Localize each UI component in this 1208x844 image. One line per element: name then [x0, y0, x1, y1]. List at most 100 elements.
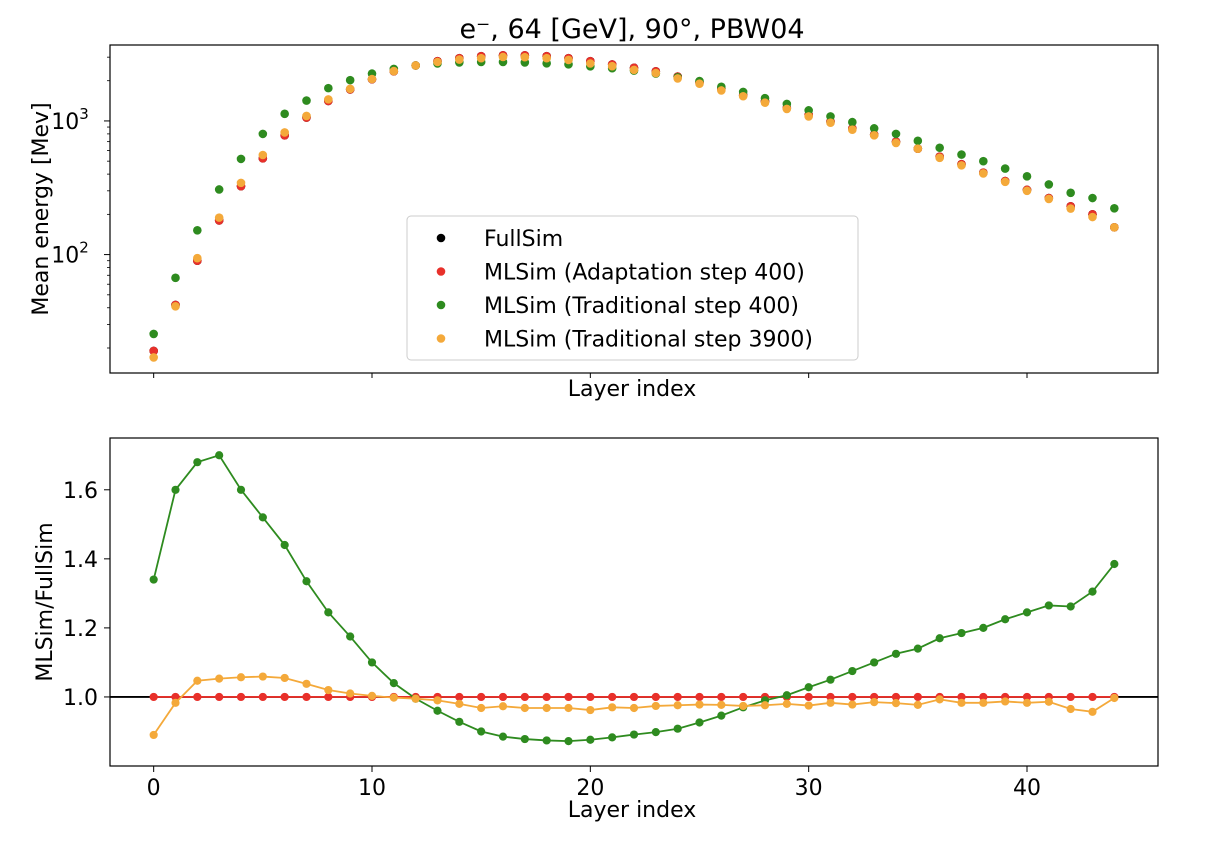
bottom-point [586, 692, 595, 702]
bottom-point [1022, 608, 1032, 617]
legend-marker [436, 334, 446, 343]
top-point [258, 129, 268, 139]
bottom-point [171, 485, 180, 494]
top-point [171, 302, 180, 311]
bottom-point [913, 700, 922, 709]
top-point [695, 79, 704, 88]
top-point [826, 118, 835, 128]
bottom-point [629, 703, 639, 713]
legend-marker [436, 233, 446, 243]
legend-marker [436, 300, 446, 310]
bottom-y-tick-label: 1.6 [63, 479, 98, 504]
bottom-point [346, 689, 355, 698]
bottom-point [957, 692, 966, 702]
bottom-point [433, 696, 442, 705]
top-point [214, 185, 224, 194]
bottom-point [236, 673, 246, 682]
chart-title: e⁻, 64 [GeV], 90°, PBW04 [459, 14, 804, 45]
top-point [957, 161, 966, 170]
top-point [1088, 212, 1097, 222]
bottom-point [717, 711, 726, 720]
bottom-point [804, 701, 813, 710]
top-point [848, 125, 857, 134]
top-series-3 [149, 52, 1119, 362]
top-y-tick-label: 103 [51, 105, 89, 135]
bottom-point [870, 698, 879, 707]
top-plot-frame [109, 44, 1159, 374]
top-point [1044, 194, 1054, 204]
top-point [629, 65, 639, 75]
bottom-point [564, 703, 573, 713]
bottom-point [346, 632, 355, 641]
top-point [149, 329, 158, 339]
top-point [760, 98, 770, 107]
top-point [455, 55, 464, 64]
bottom-point [498, 692, 508, 702]
bottom-point [586, 735, 595, 744]
top-point [1000, 164, 1010, 173]
bottom-point [804, 683, 813, 692]
bottom-point [1088, 587, 1097, 596]
bottom-point [651, 728, 660, 737]
bottom-point [870, 658, 879, 667]
top-point [913, 136, 923, 146]
legend-entries: FullSim MLSim (Adaptation step 400) MLSim … [436, 227, 813, 353]
bottom-point [695, 718, 704, 727]
top-point [782, 104, 792, 114]
top-point [651, 68, 661, 78]
bottom-axis-ticks: 0 10 20 30 40 1.0 1.2 1.4 1.6 [63, 479, 1041, 801]
top-point [236, 154, 246, 164]
top-point [280, 128, 289, 137]
top-point [804, 112, 813, 121]
top-point [302, 96, 311, 105]
bottom-point [979, 692, 988, 702]
bottom-point [848, 666, 857, 676]
top-point [520, 52, 530, 62]
bottom-point [302, 577, 311, 586]
legend: FullSim MLSim (Adaptation step 400) MLSim … [406, 215, 859, 361]
bottom-point [782, 699, 791, 708]
top-point [476, 53, 486, 63]
top-axis-ticks: 102 103 [51, 56, 1028, 378]
bottom-point [477, 727, 486, 736]
bottom-point [520, 703, 529, 713]
bottom-point [1022, 698, 1032, 707]
top-point [498, 52, 508, 62]
top-point [586, 59, 595, 68]
bottom-point [455, 717, 464, 726]
top-point [826, 112, 835, 121]
bottom-point [542, 703, 551, 713]
bottom-point [1001, 697, 1010, 706]
bottom-point [542, 736, 551, 745]
top-point [1066, 188, 1075, 198]
top-point [193, 225, 202, 235]
legend-label: MLSim (Traditional step 3900) [484, 328, 813, 353]
bottom-point [215, 451, 224, 460]
bottom-point [302, 692, 311, 702]
bottom-point [848, 692, 857, 702]
bottom-point [979, 698, 988, 707]
bottom-point [1022, 692, 1032, 702]
bottom-point [520, 692, 529, 702]
top-point [171, 273, 180, 283]
top-point [302, 111, 311, 121]
bottom-point [455, 692, 464, 702]
bottom-point [1088, 707, 1097, 716]
bottom-point [520, 734, 529, 744]
bottom-point [891, 699, 901, 708]
bottom-point [913, 692, 922, 702]
bottom-point [957, 698, 966, 707]
top-point [935, 143, 944, 153]
bottom-point [193, 458, 202, 467]
bottom-point [804, 692, 813, 702]
top-point [411, 61, 420, 70]
bottom-point [193, 676, 202, 685]
top-point [1110, 223, 1119, 232]
bottom-point [608, 733, 617, 742]
bottom-point [542, 692, 551, 702]
bottom-y-tick-label: 1.0 [63, 686, 98, 711]
top-point [1066, 204, 1075, 213]
top-point [607, 61, 617, 71]
bottom-series-1 [149, 451, 1119, 746]
